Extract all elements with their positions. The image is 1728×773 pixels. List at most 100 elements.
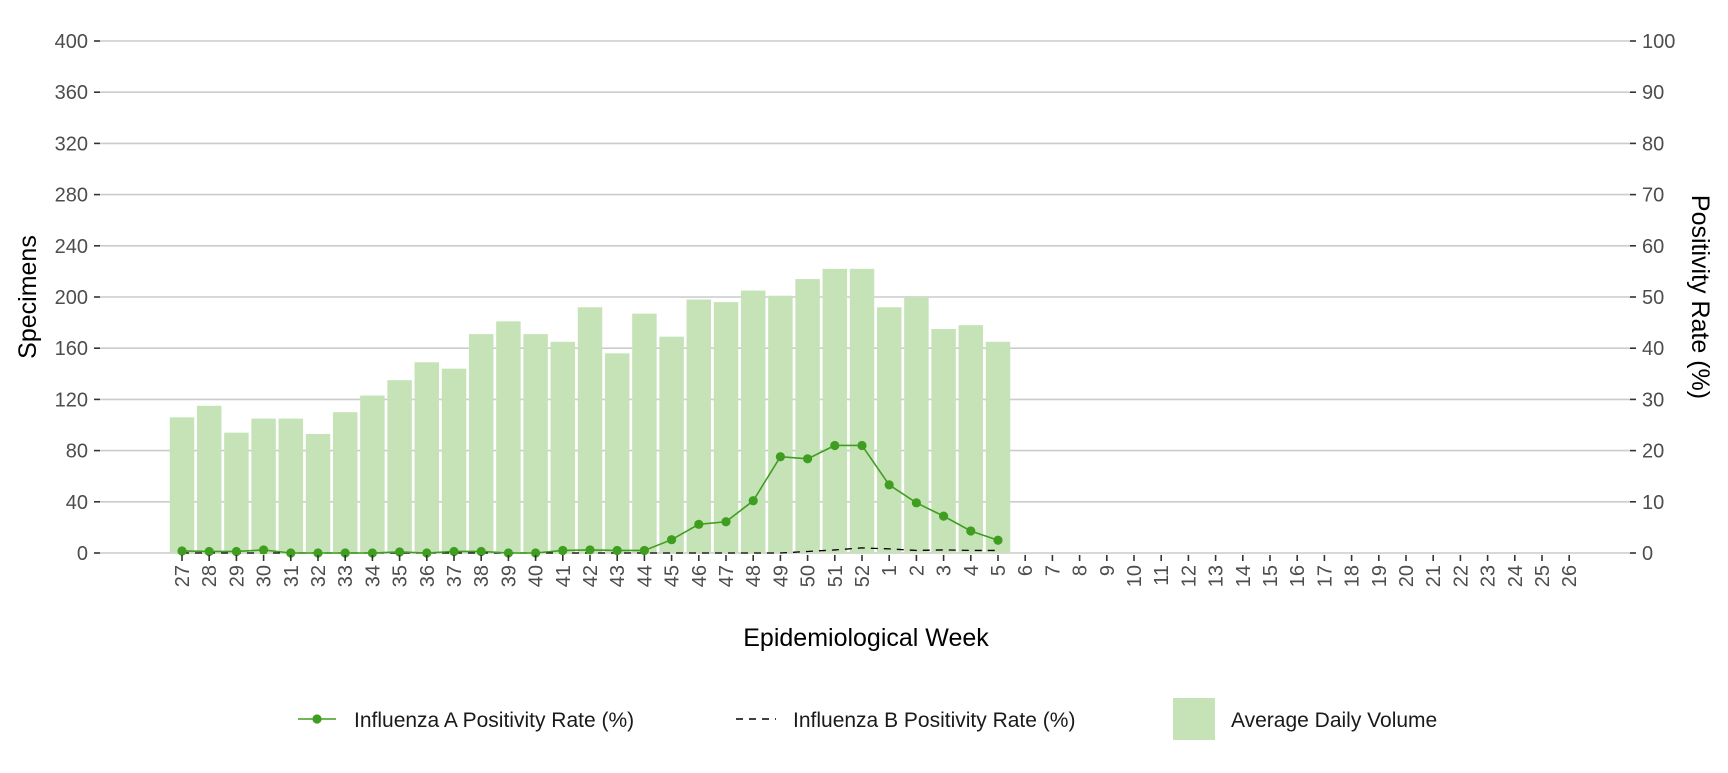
x-tick-label: 42 — [580, 565, 602, 587]
legend-item-influenza-b: Influenza B Positivity Rate (%) — [736, 709, 1075, 732]
y-tick-label: 240 — [55, 236, 88, 258]
x-tick-label: 32 — [308, 565, 330, 587]
x-tick-label: 22 — [1450, 565, 1472, 587]
x-tick-label: 14 — [1233, 565, 1255, 587]
legend-item-influenza-a: Influenza A Positivity Rate (%) — [298, 709, 634, 732]
influenza-a-point — [231, 546, 241, 557]
volume-bar — [577, 307, 603, 553]
influenza-a-point — [939, 511, 949, 521]
influenza-a-point — [857, 440, 867, 451]
volume-bar — [849, 268, 875, 553]
y2-tick-label: 60 — [1642, 236, 1664, 258]
x-tick-label: 48 — [743, 565, 765, 587]
volume-bar — [278, 418, 304, 553]
influenza-a-point — [558, 545, 568, 556]
y2-tick-label: 80 — [1642, 133, 1664, 155]
x-tick-label: 20 — [1396, 565, 1418, 587]
x-tick-label: 26 — [1559, 565, 1581, 587]
line-layer — [177, 440, 1003, 558]
x-tick-label: 28 — [199, 565, 221, 587]
volume-bar — [604, 353, 630, 553]
y-tick-label: 400 — [55, 31, 88, 53]
x-tick-label: 4 — [961, 565, 983, 576]
volume-bar — [659, 336, 684, 553]
legend-swatch-average-daily-volume — [1173, 698, 1215, 740]
x-tick-label: 34 — [362, 565, 384, 587]
volume-bar — [360, 395, 385, 553]
y2-tick-label: 0 — [1642, 543, 1653, 565]
x-tick-label: 6 — [1015, 565, 1037, 576]
y2-tick-label: 70 — [1642, 185, 1664, 207]
influenza-a-point — [612, 545, 622, 556]
x-tick-label: 1 — [879, 565, 901, 576]
influenza-a-point — [639, 545, 650, 556]
volume-bar — [550, 341, 576, 553]
bar-layer — [169, 268, 1011, 553]
y-tick-label: 0 — [77, 543, 88, 565]
y2-tick-label: 20 — [1642, 441, 1664, 463]
x-tick-label: 19 — [1369, 565, 1391, 587]
y2-tick-label: 100 — [1642, 31, 1675, 53]
influenza-a-point — [531, 548, 541, 558]
volume-bar — [985, 341, 1011, 553]
volume-bar — [686, 299, 712, 553]
influenza-a-point — [748, 496, 758, 506]
volume-bar — [251, 418, 276, 553]
x-axis-title: Epidemiological Week — [743, 624, 989, 652]
legend-label-influenza-b: Influenza B Positivity Rate (%) — [793, 709, 1075, 732]
volume-bar — [768, 295, 793, 553]
x-tick-label: 45 — [662, 565, 684, 587]
x-tick-label: 50 — [798, 565, 820, 587]
influenza-a-point — [395, 547, 405, 557]
y2-tick-label: 90 — [1642, 82, 1664, 104]
x-tick-label: 3 — [934, 565, 956, 576]
y2-tick-label: 30 — [1642, 389, 1664, 411]
x-tick-label: 16 — [1287, 565, 1309, 587]
x-tick-label: 37 — [444, 565, 466, 587]
influenza-a-point — [667, 535, 677, 545]
volume-bar — [876, 307, 902, 553]
influenza-a-point — [503, 548, 513, 558]
y2-axis-title: Positivity Rate (%) — [1686, 195, 1714, 399]
y-tick-label: 360 — [55, 82, 88, 104]
volume-bar — [332, 412, 358, 553]
y-tick-label: 280 — [55, 185, 88, 207]
x-tick-label: 2 — [906, 565, 928, 576]
influenza-a-point — [313, 548, 323, 558]
legend-item-average-daily-volume: Average Daily Volume — [1173, 698, 1437, 740]
x-tick-label: 39 — [498, 565, 520, 587]
x-tick-label: 15 — [1260, 565, 1282, 587]
x-tick-label: 44 — [634, 565, 656, 587]
influenza-a-point — [449, 546, 459, 557]
x-tick-label: 8 — [1070, 565, 1092, 576]
volume-bar — [414, 362, 440, 553]
influenza-a-point — [884, 480, 894, 490]
influenza-a-point — [721, 517, 731, 527]
influenza-a-point — [694, 519, 704, 529]
x-tick-label: 38 — [471, 565, 493, 587]
volume-bar — [305, 433, 331, 553]
influenza-a-point — [286, 548, 296, 558]
influenza-a-point — [585, 545, 595, 555]
y-tick-label: 320 — [55, 133, 88, 155]
x-tick-label: 5 — [988, 565, 1010, 576]
influenza-a-point — [422, 548, 432, 558]
x-tick-label: 46 — [689, 565, 711, 587]
x-tick-label: 12 — [1178, 565, 1200, 587]
influenza-a-point — [367, 548, 377, 558]
influenza-a-point — [340, 548, 350, 558]
x-tick-label: 21 — [1423, 565, 1445, 587]
legend-label-average-daily-volume: Average Daily Volume — [1231, 709, 1437, 732]
x-tick-label: 41 — [553, 565, 575, 587]
legend-marker-influenza-a — [312, 714, 322, 724]
volume-bar — [441, 368, 467, 553]
influenza-a-point — [911, 498, 922, 508]
x-tick-label: 17 — [1314, 565, 1336, 587]
x-tick-label: 25 — [1532, 565, 1554, 587]
x-tick-label: 11 — [1151, 565, 1173, 586]
x-tick-label: 9 — [1097, 565, 1119, 576]
influenza-a-point — [177, 546, 187, 556]
y-tick-label: 40 — [66, 492, 88, 514]
influenza-a-point — [830, 440, 840, 451]
